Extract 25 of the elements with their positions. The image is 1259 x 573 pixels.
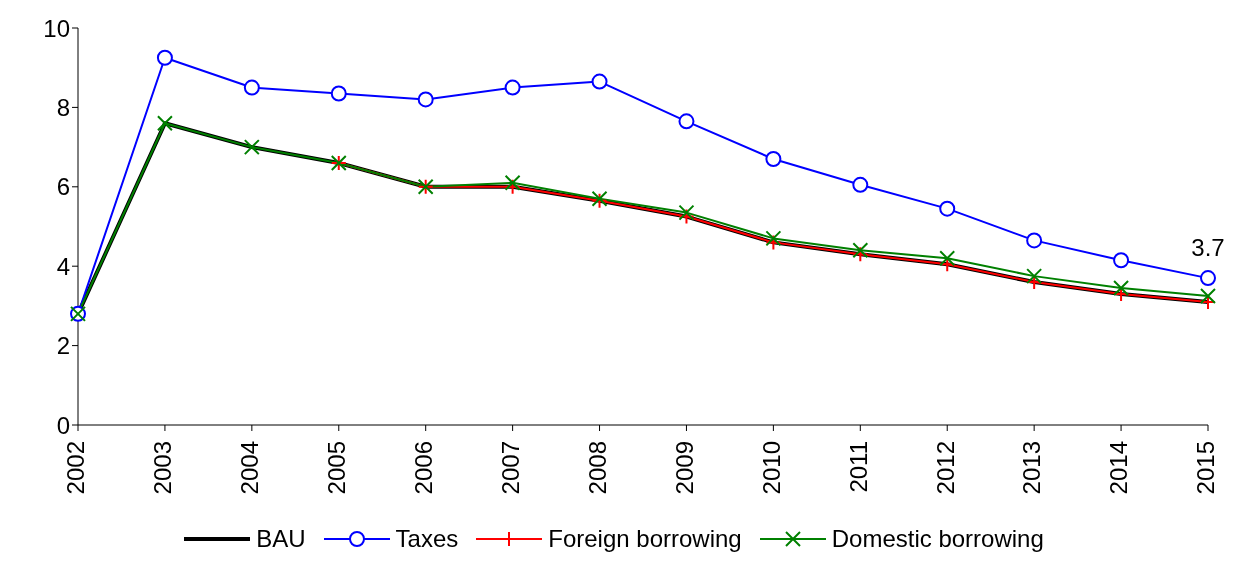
x-tick-label: 2008 bbox=[583, 441, 611, 495]
y-tick-label: 0 bbox=[56, 411, 70, 439]
legend-label: BAU bbox=[256, 525, 306, 553]
legend-label: Taxes bbox=[395, 525, 459, 553]
x-tick-label: 2004 bbox=[236, 441, 264, 495]
x-tick-label: 2009 bbox=[670, 441, 698, 495]
y-tick-label: 10 bbox=[43, 14, 70, 42]
x-tick-label: 2006 bbox=[410, 441, 438, 495]
y-tick-label: 2 bbox=[56, 332, 70, 360]
x-tick-label: 2015 bbox=[1192, 441, 1220, 495]
legend-label: Domestic borrowing bbox=[831, 525, 1044, 553]
data-label: 3.7 bbox=[1191, 234, 1225, 262]
y-tick-label: 6 bbox=[56, 173, 70, 201]
x-tick-label: 2003 bbox=[149, 441, 177, 495]
x-tick-label: 2005 bbox=[323, 441, 351, 495]
x-tick-label: 2013 bbox=[1018, 441, 1046, 495]
x-tick-label: 2012 bbox=[931, 441, 959, 495]
x-tick-label: 2010 bbox=[757, 441, 785, 495]
x-tick-label: 2011 bbox=[844, 441, 872, 493]
x-tick-label: 2014 bbox=[1105, 441, 1133, 495]
y-tick-label: 4 bbox=[56, 252, 70, 280]
y-tick-label: 8 bbox=[56, 93, 70, 121]
x-tick-label: 2002 bbox=[62, 441, 90, 495]
legend-label: Foreign borrowing bbox=[548, 525, 742, 553]
x-tick-label: 2007 bbox=[496, 441, 524, 495]
